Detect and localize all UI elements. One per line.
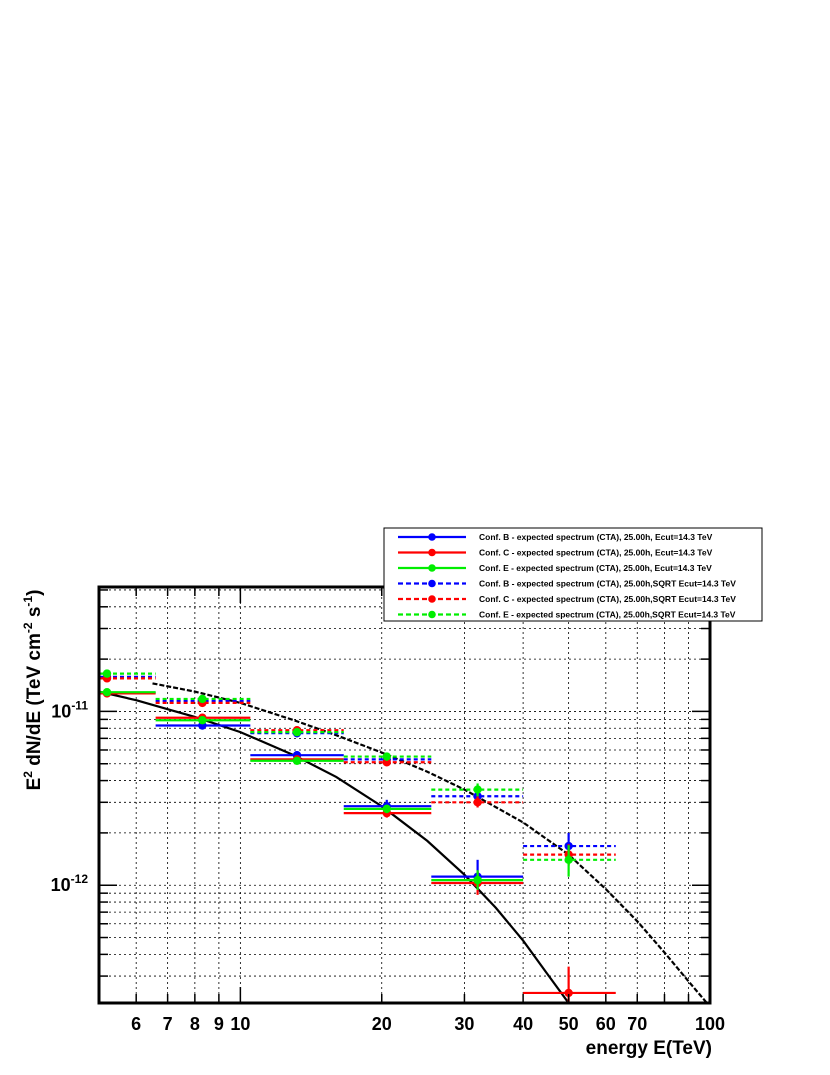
series-6: [99, 669, 616, 877]
data-point: [198, 716, 207, 725]
data-point: [473, 785, 482, 794]
series-5: [99, 674, 616, 866]
data-point: [102, 688, 112, 697]
y-axis-title: E2 dN/dE (TeV cm-2 s-1): [21, 590, 45, 791]
model-curve-sqrt_cutoff: [152, 682, 709, 1003]
x-tick-label: 60: [596, 1014, 616, 1034]
x-tick-label: 7: [163, 1014, 173, 1034]
legend-marker: [428, 548, 436, 557]
y-tick-label: 10-12: [51, 872, 89, 895]
x-axis-title: energy E(TeV): [586, 1038, 712, 1059]
x-tick-label: 70: [627, 1014, 647, 1034]
data-point: [198, 694, 207, 704]
data-series: [99, 669, 616, 1003]
x-tick-label: 8: [190, 1014, 200, 1034]
x-tick-label: 40: [513, 1014, 533, 1034]
data-point: [292, 756, 302, 765]
legend-box: [383, 527, 763, 622]
legend-label: Conf. C - expected spectrum (CTA), 25.00…: [479, 548, 713, 558]
x-tick-label: 9: [214, 1014, 224, 1034]
data-point: [382, 752, 391, 761]
legend-label: Conf. E - expected spectrum (CTA), 25.00…: [479, 610, 736, 620]
data-point: [473, 798, 482, 807]
axis-ticks: 6 7 8 9 10 20 30 40 50 60 70 100 10-11 10-12: [51, 587, 725, 1034]
x-tick-label: 100: [695, 1014, 725, 1034]
x-tick-label: 6: [131, 1014, 141, 1034]
data-point: [102, 669, 112, 678]
x-tick-label: 10: [230, 1014, 250, 1034]
legend-label: Conf. B - expected spectrum (CTA), 25.00…: [479, 579, 736, 589]
legend-marker: [428, 533, 436, 541]
y-tick-label: 10-11: [51, 698, 88, 721]
x-tick-label: 30: [454, 1014, 474, 1034]
legend: Conf. B - expected spectrum (CTA), 25.00…: [383, 527, 763, 622]
data-point: [382, 804, 391, 814]
legend-label: Conf. B - expected spectrum (CTA), 25.00…: [479, 532, 713, 542]
data-point: [564, 855, 573, 865]
data-point: [473, 875, 482, 885]
legend-marker: [428, 610, 436, 619]
series-3: [99, 688, 524, 890]
x-tick-label: 20: [372, 1014, 392, 1034]
legend-label: Conf. C - expected spectrum (CTA), 25.00…: [479, 594, 736, 604]
legend-marker: [428, 595, 436, 603]
x-tick-label: 50: [559, 1014, 579, 1034]
legend-label: Conf. E - expected spectrum (CTA), 25.00…: [479, 563, 712, 573]
data-point: [292, 727, 302, 737]
legend-marker: [428, 564, 436, 572]
legend-marker: [428, 579, 436, 588]
data-point: [564, 988, 573, 998]
